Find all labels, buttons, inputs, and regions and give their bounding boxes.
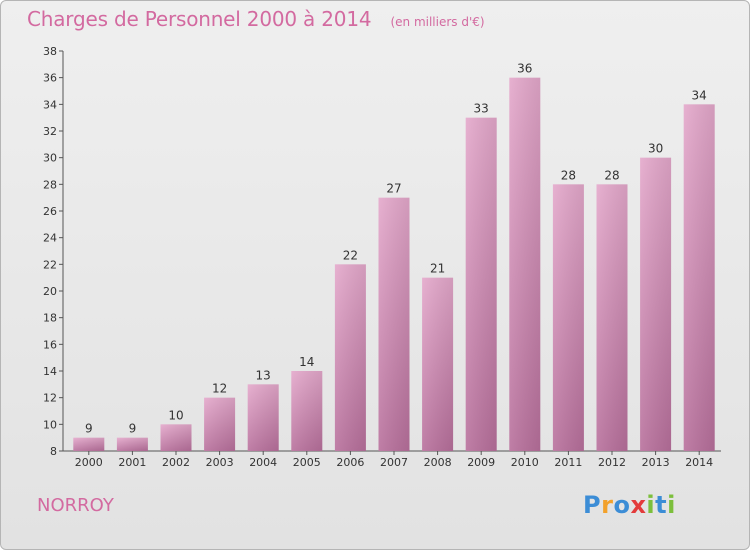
value-labels: 9 9 10 12 13 14 22 27 21 33 36 28 28 30 34 bbox=[85, 62, 707, 436]
data-label: 33 bbox=[474, 102, 489, 116]
y-tick-label: 36 bbox=[43, 72, 57, 85]
axes: 8 10 12 14 16 18 20 22 24 26 28 30 32 34 36 38 2000 2001 2… bbox=[43, 45, 721, 469]
logo-letter: i bbox=[667, 491, 676, 519]
town-name: NORROY bbox=[37, 495, 114, 516]
x-tick-label: 2005 bbox=[293, 456, 321, 469]
data-label: 30 bbox=[648, 142, 663, 156]
bar-shade bbox=[552, 184, 584, 452]
logo-letter: x bbox=[630, 491, 647, 519]
y-tick-label: 22 bbox=[43, 258, 57, 271]
logo-letter: o bbox=[613, 491, 631, 519]
y-tick-label: 28 bbox=[43, 178, 57, 191]
y-tick-label: 10 bbox=[43, 418, 57, 431]
x-tick-label: 2007 bbox=[380, 456, 408, 469]
x-tick-label: 2013 bbox=[642, 456, 670, 469]
data-label: 21 bbox=[430, 262, 445, 276]
bar-shade bbox=[116, 437, 148, 451]
y-tick-label: 8 bbox=[50, 445, 57, 458]
data-label: 28 bbox=[561, 168, 576, 182]
data-label: 9 bbox=[129, 422, 137, 436]
x-tick-label: 2010 bbox=[511, 456, 539, 469]
bar-shade bbox=[73, 437, 105, 451]
data-label: 36 bbox=[517, 62, 532, 76]
bar-shade bbox=[378, 197, 410, 451]
data-label: 34 bbox=[692, 88, 707, 102]
bar-shade bbox=[465, 117, 497, 452]
logo-letter: P bbox=[583, 491, 602, 519]
x-tick-label: 2012 bbox=[598, 456, 626, 469]
y-tick-label: 20 bbox=[43, 285, 57, 298]
x-tick-label: 2008 bbox=[424, 456, 452, 469]
x-tick-label: 2011 bbox=[554, 456, 582, 469]
y-tick-label: 14 bbox=[43, 365, 57, 378]
bar-shade bbox=[683, 104, 715, 451]
x-tick-label: 2014 bbox=[685, 456, 713, 469]
bar-shade bbox=[247, 384, 279, 451]
y-tick-label: 12 bbox=[43, 392, 57, 405]
x-tick-label: 2001 bbox=[118, 456, 146, 469]
y-tick-label: 18 bbox=[43, 312, 57, 325]
data-label: 10 bbox=[168, 408, 183, 422]
x-tick-label: 2006 bbox=[336, 456, 364, 469]
data-label: 12 bbox=[212, 382, 227, 396]
logo-letter: i bbox=[646, 491, 656, 519]
y-tick-label: 32 bbox=[43, 125, 57, 138]
y-tick-label: 24 bbox=[43, 232, 57, 245]
bar-shade bbox=[640, 157, 672, 451]
y-tick-label: 34 bbox=[43, 98, 57, 111]
x-tick-label: 2004 bbox=[249, 456, 277, 469]
bar-shade bbox=[334, 264, 366, 451]
chart-title: Charges de Personnel 2000 à 2014 bbox=[27, 7, 372, 31]
bar-shade bbox=[422, 277, 454, 451]
x-tick-label: 2009 bbox=[467, 456, 495, 469]
chart-subtitle: (en milliers d'€) bbox=[390, 15, 485, 29]
x-tick-label: 2003 bbox=[206, 456, 234, 469]
data-label: 14 bbox=[299, 355, 314, 369]
y-tick-label: 30 bbox=[43, 152, 57, 165]
bar-shade bbox=[596, 184, 628, 452]
data-label: 27 bbox=[386, 182, 401, 196]
title-row: Charges de Personnel 2000 à 2014 (en mil… bbox=[27, 7, 485, 31]
bar-shade bbox=[160, 424, 192, 451]
y-tick-label: 16 bbox=[43, 338, 57, 351]
bar-shade bbox=[204, 397, 236, 451]
data-label: 28 bbox=[604, 168, 619, 182]
bars bbox=[73, 77, 715, 452]
x-tick-label: 2002 bbox=[162, 456, 190, 469]
logo-letter: r bbox=[601, 491, 614, 519]
proxiti-logo: Proxiti bbox=[583, 491, 676, 519]
data-label: 22 bbox=[343, 248, 358, 262]
y-tick-label: 26 bbox=[43, 205, 57, 218]
bar-shade bbox=[291, 371, 323, 451]
y-tick-label: 38 bbox=[43, 45, 57, 58]
logo-letter: t bbox=[655, 491, 668, 519]
x-tick-label: 2000 bbox=[75, 456, 103, 469]
data-label: 13 bbox=[256, 368, 271, 382]
data-label: 9 bbox=[85, 422, 93, 436]
bar-shade bbox=[509, 77, 541, 452]
